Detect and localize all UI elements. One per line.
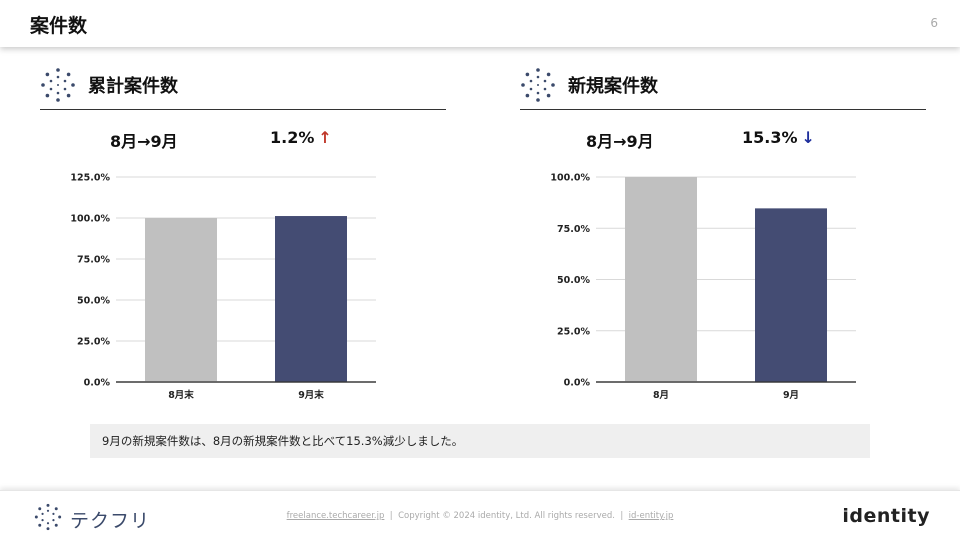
y-tick-label: 75.0% xyxy=(557,224,590,235)
bar-1 xyxy=(145,218,217,382)
y-tick-label: 75.0% xyxy=(77,255,110,266)
page-title: 案件数 xyxy=(30,15,88,37)
arrow-up-icon: ↑ xyxy=(318,128,332,147)
left-change: 1.2% ↑ xyxy=(270,128,332,147)
left-section-divider xyxy=(40,109,446,110)
y-tick-label: 0.0% xyxy=(564,378,591,389)
identity-logo: identity xyxy=(842,505,930,527)
right-period: 8月→9月 xyxy=(586,132,654,151)
y-tick-label: 100.0% xyxy=(550,173,590,184)
brand-name: テクフリ xyxy=(70,510,151,532)
dot-circle-icon xyxy=(521,68,555,102)
y-tick-label: 125.0% xyxy=(70,173,110,184)
footer-copyright: Copyright © 2024 identity, Ltd. All righ… xyxy=(398,511,615,521)
summary-note: 9月の新規案件数は、8月の新規案件数と比べて15.3%減少しました。 xyxy=(90,424,870,458)
footer-link-identity[interactable]: id-entity.jp xyxy=(628,511,674,521)
left-period: 8月→9月 xyxy=(110,132,178,151)
page-footer: テクフリ freelance.techcareer.jp | Copyright… xyxy=(0,490,960,540)
bar-1 xyxy=(625,177,697,382)
footer-separator: | xyxy=(389,511,393,521)
right-change-value: 15.3% xyxy=(742,128,798,147)
y-tick-label: 50.0% xyxy=(77,296,110,307)
page-header: 案件数 6 xyxy=(0,0,960,47)
bar-2 xyxy=(755,208,827,382)
x-category-label: 8月 xyxy=(653,390,669,401)
y-tick-label: 100.0% xyxy=(70,214,110,225)
x-category-label: 8月末 xyxy=(168,389,194,401)
y-tick-label: 0.0% xyxy=(84,378,111,389)
footer-link-techcareer[interactable]: freelance.techcareer.jp xyxy=(286,511,385,521)
right-section-title: 新規案件数 xyxy=(568,76,658,97)
x-category-label: 9月 xyxy=(783,390,799,401)
y-tick-label: 50.0% xyxy=(557,275,590,286)
brand-dot-icon xyxy=(34,503,62,531)
new-cases-chart: 0.0% 25.0% 50.0% 75.0% 100.0% 8月 9月 xyxy=(550,173,856,401)
dot-circle-icon xyxy=(41,68,75,102)
cumulative-cases-chart: 0.0% 25.0% 50.0% 75.0% 100.0% 125.0% 8月末 9月末 xyxy=(70,173,376,401)
x-category-label: 9月末 xyxy=(298,389,324,401)
bar-2 xyxy=(275,216,347,382)
y-tick-label: 25.0% xyxy=(77,337,110,348)
right-change: 15.3% ↓ xyxy=(742,128,815,147)
right-section-header: 新規案件数 xyxy=(520,60,926,110)
y-tick-label: 25.0% xyxy=(557,326,590,337)
arrow-down-icon: ↓ xyxy=(801,128,815,147)
footer-separator: | xyxy=(620,511,624,521)
footer-copyright-line: freelance.techcareer.jp | Copyright © 20… xyxy=(0,511,960,521)
left-section-title: 累計案件数 xyxy=(88,76,178,97)
left-section-header: 累計案件数 xyxy=(40,60,446,110)
right-section-divider xyxy=(520,109,926,110)
page-number: 6 xyxy=(930,16,938,30)
left-change-value: 1.2% xyxy=(270,128,315,147)
